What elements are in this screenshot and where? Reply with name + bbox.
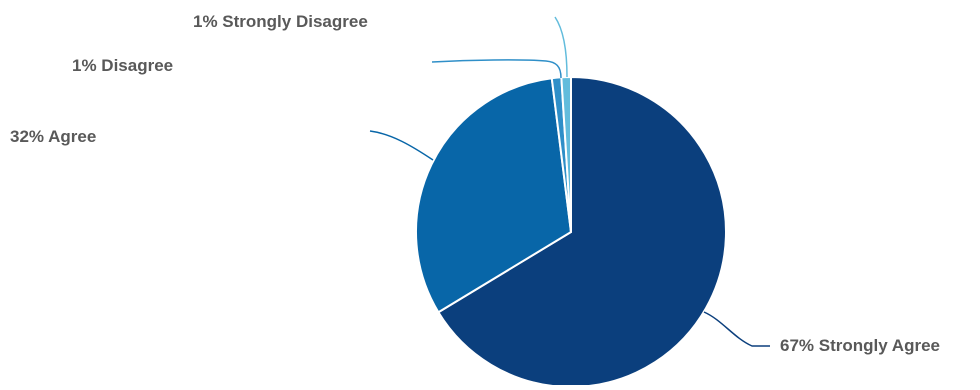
pie-slice-strongly-agree — [437, 76, 727, 388]
leader-line-agree — [369, 130, 434, 161]
leader-line-strongly-agree — [703, 311, 770, 347]
leader-line-strongly-disagree — [554, 16, 568, 78]
data-label-strongly-disagree: 1% Strongly Disagree — [193, 12, 368, 31]
data-label-agree: 32% Agree — [10, 127, 96, 146]
leader-line-disagree — [431, 59, 562, 79]
data-labels-layer: 67% Strongly Agree 32% Agree 1% Disagree 1%… — [10, 12, 940, 355]
pie-slice-agree — [415, 77, 572, 314]
data-label-disagree: 1% Disagree — [72, 56, 173, 75]
data-label-strongly-agree: 67% Strongly Agree — [780, 336, 940, 355]
slices-layer — [415, 76, 727, 388]
leader-lines-layer — [369, 16, 770, 347]
